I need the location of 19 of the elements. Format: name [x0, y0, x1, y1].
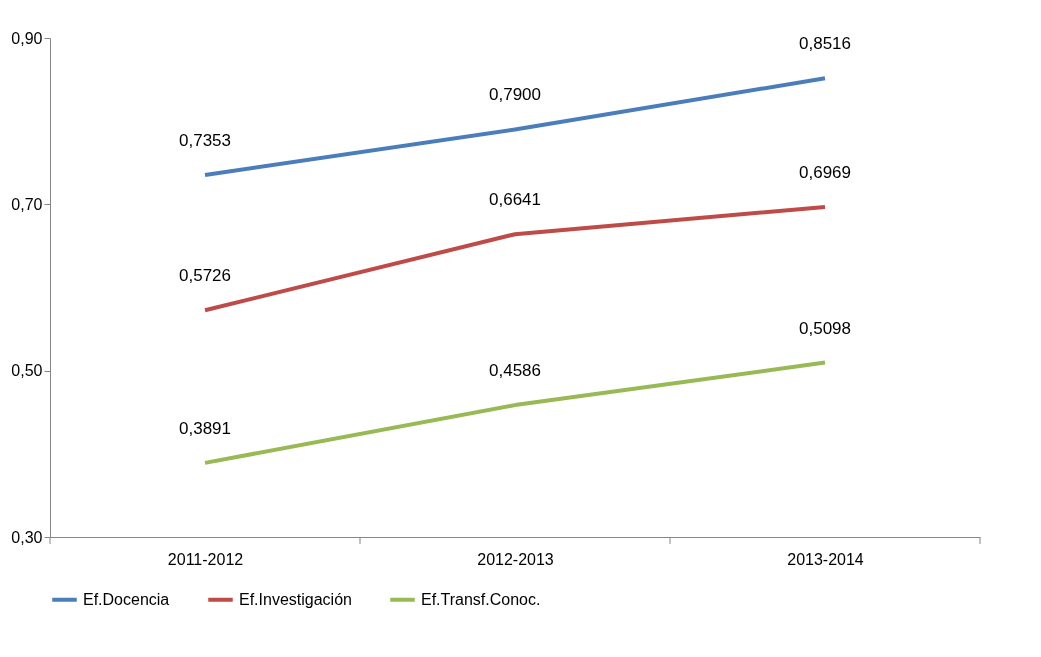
- legend-label: Ef.Investigación: [239, 590, 352, 608]
- y-tick-label: 0,30: [11, 528, 43, 546]
- legend-label: Ef.Docencia: [83, 590, 170, 608]
- data-label: 0,8516: [799, 34, 851, 54]
- y-tick-label: 0,50: [11, 362, 43, 380]
- data-label: 0,5726: [179, 266, 231, 286]
- data-label: 0,6641: [489, 190, 541, 210]
- data-label: 0,3891: [179, 418, 231, 438]
- x-tick-label: 2011-2012: [167, 550, 244, 568]
- y-tick-label: 0,90: [11, 29, 43, 47]
- data-label: 0,4586: [489, 361, 541, 381]
- x-tick-label: 2012-2013: [477, 550, 554, 568]
- data-label: 0,6969: [799, 162, 851, 182]
- data-label: 0,7353: [179, 130, 231, 150]
- y-tick-label: 0,70: [11, 195, 43, 213]
- data-label: 0,7900: [489, 85, 541, 105]
- x-tick-label: 2013-2014: [787, 550, 864, 568]
- legend-label: Ef.Transf.Conoc.: [421, 590, 541, 608]
- data-label: 0,5098: [799, 318, 851, 338]
